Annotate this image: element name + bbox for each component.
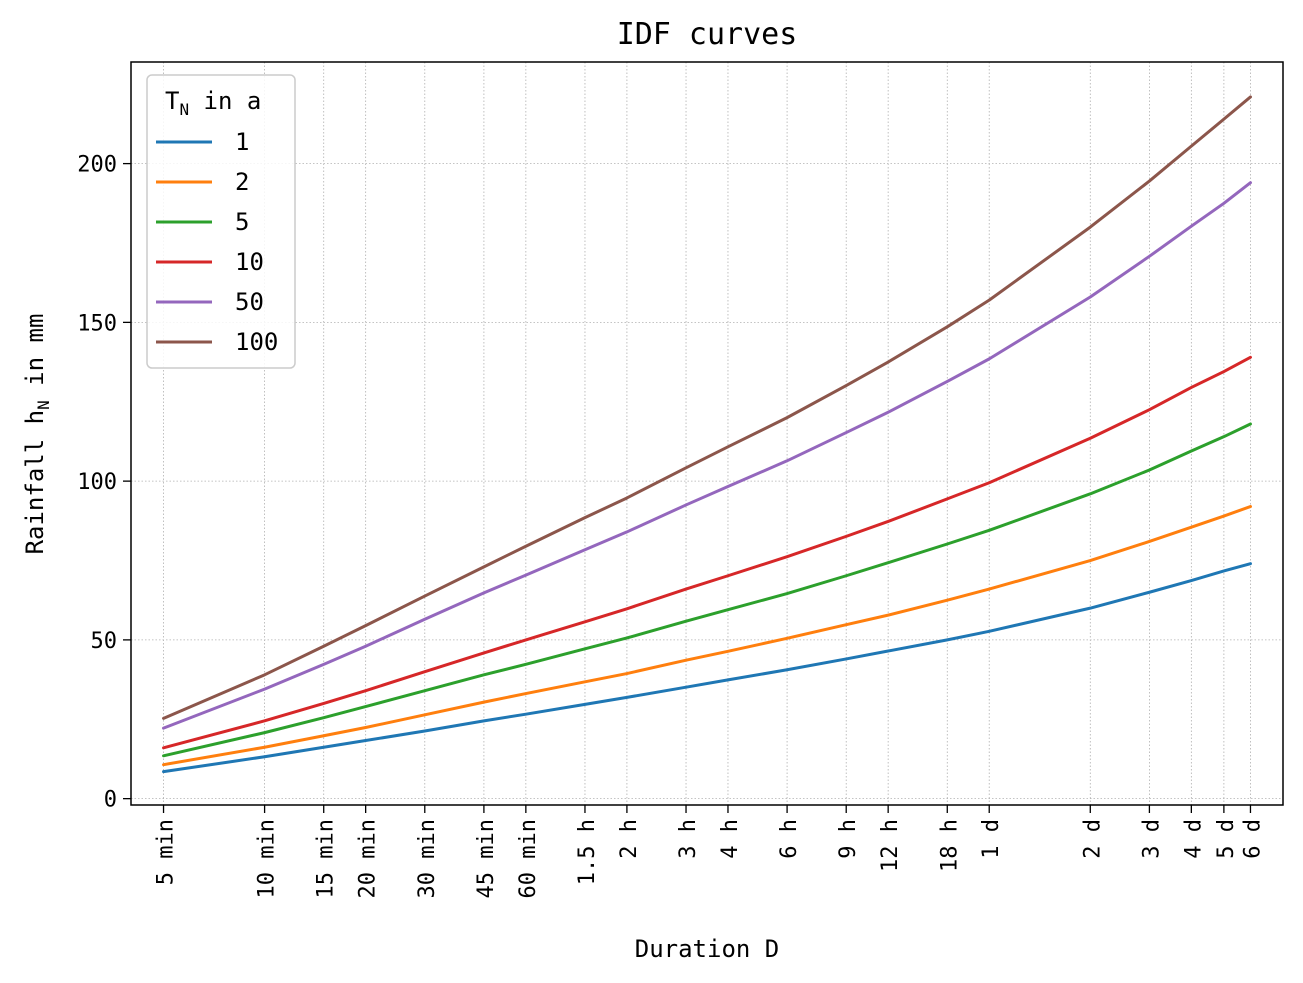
legend-frame [146,74,296,369]
y-axis-label-tail: in mm [21,314,49,401]
y-tick-label: 50 [91,629,118,654]
legend-label-5: 5 [235,208,249,236]
legend-label-100: 100 [235,328,278,356]
legend-title: TN in a [165,87,261,119]
legend-label-10: 10 [235,248,264,276]
series-line-100 [162,95,1252,720]
chart-title: IDF curves [617,17,798,52]
x-tick-label: 45 min [474,819,499,898]
x-tick-label: 1.5 h [575,819,600,885]
legend-title-main: T [165,87,179,115]
x-tick-label: 3 d [1139,819,1164,859]
y-tick-label: 100 [77,470,117,495]
x-tick-label: 12 h [878,819,903,872]
x-axis-label: Duration D [635,935,780,963]
x-tick-label: 9 h [836,819,861,859]
y-tick-label: 200 [77,153,117,178]
x-tick-label: 1 d [979,819,1004,859]
grid-lines [131,62,1283,805]
x-tick-label: 4 d [1181,819,1206,859]
legend-label-2: 2 [235,168,249,196]
x-tick-label: 3 h [676,819,701,859]
axis-ticks: 5 min 10 min 15 min 20 min 30 min 45 min 60 mi… [77,153,1265,899]
y-tick-label: 0 [104,788,117,813]
x-tick-label: 2 d [1080,819,1105,859]
series-line-5 [162,422,1252,758]
series-line-2 [162,505,1252,767]
legend-label-50: 50 [235,288,264,316]
series-line-10 [162,355,1252,750]
series-lines [162,95,1252,774]
x-tick-label: 20 min [356,819,381,898]
y-axis-label: Rainfall hN in mm [21,314,53,555]
x-tick-label: 10 min [255,819,280,898]
x-tick-label: 30 min [415,819,440,898]
x-tick-label: 2 h [617,819,642,859]
x-tick-label: 6 h [777,819,802,859]
y-tick-label: 150 [77,311,117,336]
y-axis-label-main: Rainfall h [21,410,49,555]
series-line-50 [162,181,1252,730]
x-tick-label: 5 min [154,819,179,885]
x-tick-label: 5 d [1214,819,1239,859]
x-tick-label: 60 min [516,819,541,898]
series-line-1 [162,562,1252,774]
legend-entries: 1 2 5 10 50 100 [156,128,278,356]
x-tick-label: 15 min [314,819,339,898]
x-tick-label: 4 h [718,819,743,859]
legend-label-1: 1 [235,128,249,156]
legend-title-sub: N [179,100,189,119]
y-axis-label-sub: N [34,400,53,410]
x-tick-label: 18 h [937,819,962,872]
plot-frame [130,61,1284,806]
legend-title-tail: in a [189,87,261,115]
legend: TN in a 1 2 5 10 50 100 [146,74,296,369]
x-tick-label: 6 d [1240,819,1265,859]
